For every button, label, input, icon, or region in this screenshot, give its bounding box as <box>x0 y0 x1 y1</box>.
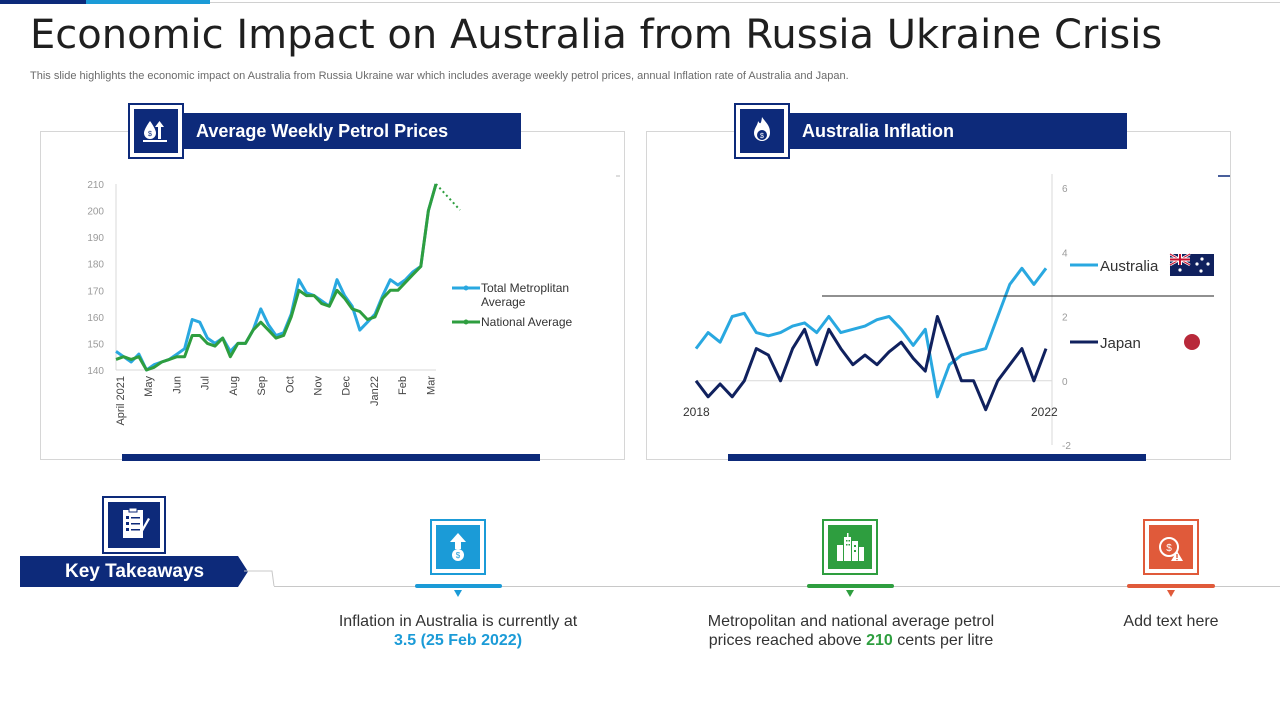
takeaway-3-pointer <box>1167 590 1175 597</box>
petrol-legend-label-line: Total Metroplitan <box>481 281 569 295</box>
petrol-chart: 140 150 160 170 180 190 200 210 April 2021 May Jun… <box>87 175 620 426</box>
petrol-legend-marker <box>463 285 469 291</box>
petrol-legend-label-line: Average <box>481 295 526 309</box>
petrol-y-tick-label: 150 <box>87 339 104 350</box>
takeaway-2-body: Metropolitan and national average petrol… <box>707 613 995 649</box>
inflation-y-tick-label: 2 <box>1062 313 1068 324</box>
takeaway-3-bar <box>1127 584 1215 588</box>
inflation-y-tick-label: 0 <box>1062 377 1068 388</box>
flag-star <box>1200 257 1204 261</box>
takeaway-3-text: Add text here <box>1123 613 1219 630</box>
takeaway-1-text: Inflation in Australia is currently at 3… <box>320 612 596 650</box>
petrol-legend-label: Total Metroplitan Average <box>481 281 569 309</box>
petrol-legend-marker <box>463 319 469 325</box>
fire-coin-icon: $ <box>740 109 784 153</box>
australia-flag-icon <box>1169 252 1214 276</box>
svg-text:$: $ <box>456 551 461 560</box>
checklist-icon <box>108 502 160 548</box>
petrol-y-tick-label: 160 <box>87 313 104 324</box>
petrol-y-tick-label: 180 <box>87 260 104 271</box>
inflation-y-tick-label: -2 <box>1062 441 1071 452</box>
petrol-x-tick-label: April 2021 <box>115 376 127 426</box>
inflation-series-australia <box>694 266 1048 399</box>
money-warning-icon: $ <box>1149 525 1193 569</box>
flag-cross-h-red <box>1170 258 1190 261</box>
takeaway-1-body: Inflation in Australia is currently at <box>338 613 578 630</box>
petrol-x-tick-label: Sep <box>256 376 268 396</box>
top-accent-line <box>210 2 1280 3</box>
petrol-x-tick-label: Nov <box>313 376 325 396</box>
takeaway-2-text: Metropolitan and national average petrol… <box>696 612 1006 650</box>
petrol-icon-box: $ <box>128 103 184 159</box>
top-accent-bar-blue <box>86 0 210 4</box>
takeaway-2-body-end: cents per litre <box>892 632 994 649</box>
inflation-y-tick-label: 6 <box>1062 184 1068 195</box>
inflation-y-tick-label: 4 <box>1062 248 1068 259</box>
petrol-y-tick-label: 170 <box>87 286 104 297</box>
petrol-y-tick-label: 200 <box>87 207 104 218</box>
flag-star <box>1199 269 1203 273</box>
key-takeaways-connector <box>244 570 275 587</box>
petrol-y-tick-label: 140 <box>87 366 104 377</box>
takeaway-3-icon-box: $ <box>1143 519 1199 575</box>
petrol-x-tick-label: Oct <box>284 376 296 393</box>
petrol-series-national <box>115 183 438 372</box>
petrol-panel-base-bar <box>122 454 540 461</box>
petrol-series-metropolitan <box>115 183 438 372</box>
inflation-panel-base-bar <box>728 454 1146 461</box>
petrol-panel-title: Average Weekly Petrol Prices <box>128 113 521 149</box>
flag-star <box>1206 262 1210 266</box>
svg-text:$: $ <box>1166 543 1172 554</box>
takeaway-2-icon-box <box>822 519 878 575</box>
inflation-x-label: 2022 <box>1031 405 1058 419</box>
japan-flag-icon <box>1184 334 1200 350</box>
page-title: Economic Impact on Australia from Russia… <box>30 12 1163 58</box>
petrol-x-tick-label: Aug <box>228 376 240 396</box>
petrol-y-tick-label: 210 <box>87 180 104 191</box>
petrol-y-tick-label: 190 <box>87 233 104 244</box>
svg-text:$: $ <box>760 133 764 140</box>
inflation-legend-label: Japan <box>1100 335 1141 352</box>
petrol-x-tick-label: Feb <box>397 376 409 395</box>
takeaway-1-highlight: 3.5 (25 Feb 2022) <box>393 632 523 649</box>
takeaway-1-bar <box>415 584 502 588</box>
takeaway-2-pointer <box>846 590 854 597</box>
flag-star <box>1178 268 1182 272</box>
petrol-x-tick-label: Mar <box>425 376 437 395</box>
petrol-projection-dotted <box>435 183 461 211</box>
flag-star <box>1195 262 1199 266</box>
inflation-panel-title: Australia Inflation <box>734 113 1127 149</box>
takeaway-1-icon-box: $ <box>430 519 486 575</box>
top-accent-bar-navy <box>0 0 86 4</box>
petrol-x-tick-label: Dec <box>341 376 353 396</box>
page-subtitle: This slide highlights the economic impac… <box>30 70 849 82</box>
inflation-chart: -2 0 2 4 6 2018 2022 Australia Japan <box>683 174 1230 452</box>
inflation-series-japan <box>694 315 1048 412</box>
takeaway-2-highlight: 210 <box>866 632 893 649</box>
inflation-x-label: 2018 <box>683 405 710 419</box>
petrol-x-tick-label: May <box>143 376 155 397</box>
checklist-icon-box <box>102 496 166 554</box>
petrol-x-tick-label: Jul <box>200 376 212 390</box>
inflation-legend-label: Australia <box>1100 258 1159 275</box>
city-buildings-icon <box>828 525 872 569</box>
money-arrow-up-icon: $ <box>436 525 480 569</box>
svg-text:$: $ <box>148 131 152 138</box>
petrol-x-tick-label: Jun <box>171 376 183 394</box>
inflation-icon-box: $ <box>734 103 790 159</box>
key-takeaways-label: Key Takeaways <box>65 561 205 582</box>
takeaway-2-bar <box>807 584 894 588</box>
key-takeaways-line <box>274 586 1280 587</box>
petrol-x-tick-label: Jan22 <box>369 376 381 406</box>
takeaway-1-pointer <box>454 590 462 597</box>
petrol-drop-icon: $ <box>134 109 178 153</box>
key-takeaways-banner <box>20 556 248 587</box>
petrol-legend-label: National Average <box>481 315 573 329</box>
